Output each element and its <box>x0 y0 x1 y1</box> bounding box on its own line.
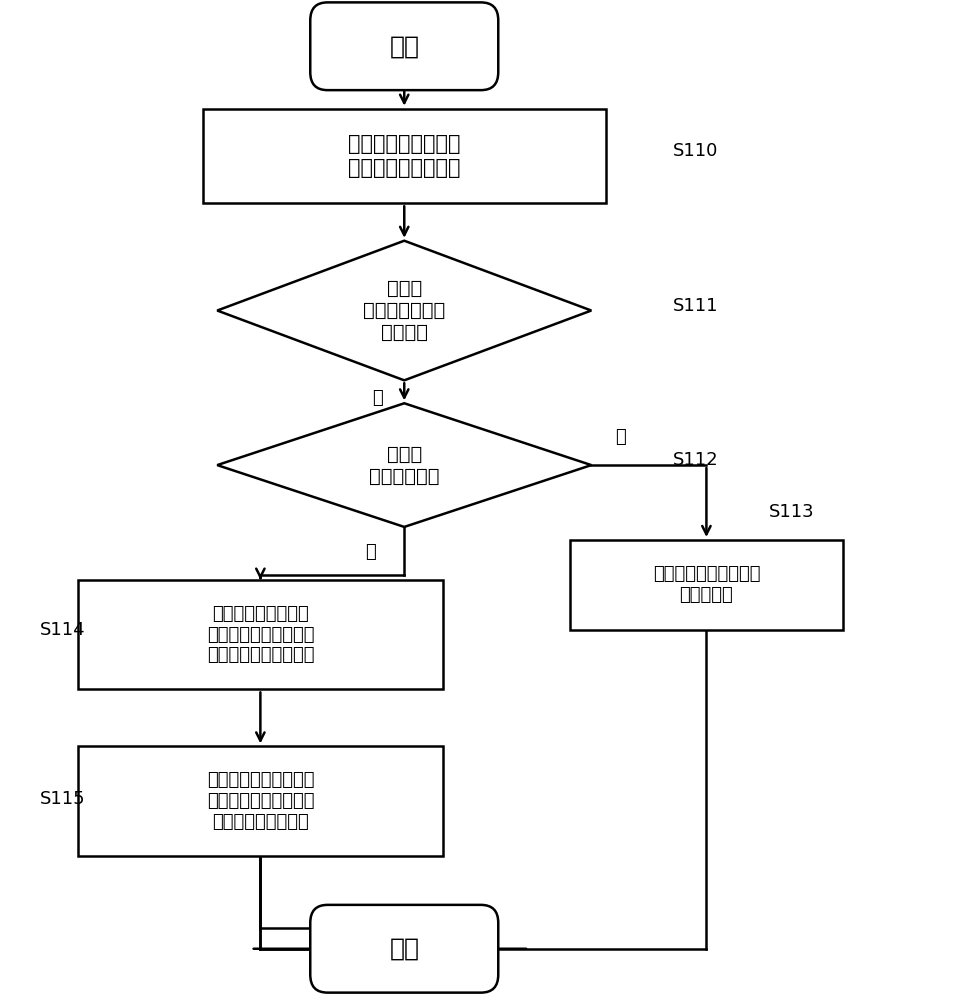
Text: S110: S110 <box>672 142 718 160</box>
Text: S113: S113 <box>768 503 814 521</box>
Bar <box>78 580 442 689</box>
Text: 接收图像获取设备拍
摄获取得的图像数据: 接收图像获取设备拍 摄获取得的图像数据 <box>348 134 460 178</box>
Text: S111: S111 <box>672 297 718 315</box>
Text: 将所述图像数据保存在
重新设置的默认存储路
径所对应的存储位置: 将所述图像数据保存在 重新设置的默认存储路 径所对应的存储位置 <box>207 771 314 831</box>
Text: 安全数
码卡是否存在: 安全数 码卡是否存在 <box>369 445 439 486</box>
Text: 安全数
码卡是否为初始
存储位置: 安全数 码卡是否为初始 存储位置 <box>362 279 445 342</box>
Text: 是: 是 <box>372 389 382 407</box>
FancyBboxPatch shape <box>310 905 498 993</box>
Text: 否: 否 <box>365 543 376 561</box>
Polygon shape <box>217 241 591 380</box>
FancyBboxPatch shape <box>310 2 498 90</box>
Bar <box>569 540 842 630</box>
Polygon shape <box>217 403 591 527</box>
Bar <box>203 109 605 203</box>
Text: 是: 是 <box>614 428 625 446</box>
Text: S115: S115 <box>39 790 86 808</box>
Text: 将所述图像数据保存在
安全数码卡: 将所述图像数据保存在 安全数码卡 <box>652 565 759 604</box>
Text: 开始: 开始 <box>389 34 419 58</box>
Text: 结束: 结束 <box>389 937 419 961</box>
Text: S112: S112 <box>672 451 718 469</box>
Text: 重新设置默认存储路
径，新的默认存储路径
对应一存在的存储位置: 重新设置默认存储路 径，新的默认存储路径 对应一存在的存储位置 <box>207 605 314 664</box>
Text: S114: S114 <box>39 621 86 639</box>
Bar <box>78 746 442 856</box>
